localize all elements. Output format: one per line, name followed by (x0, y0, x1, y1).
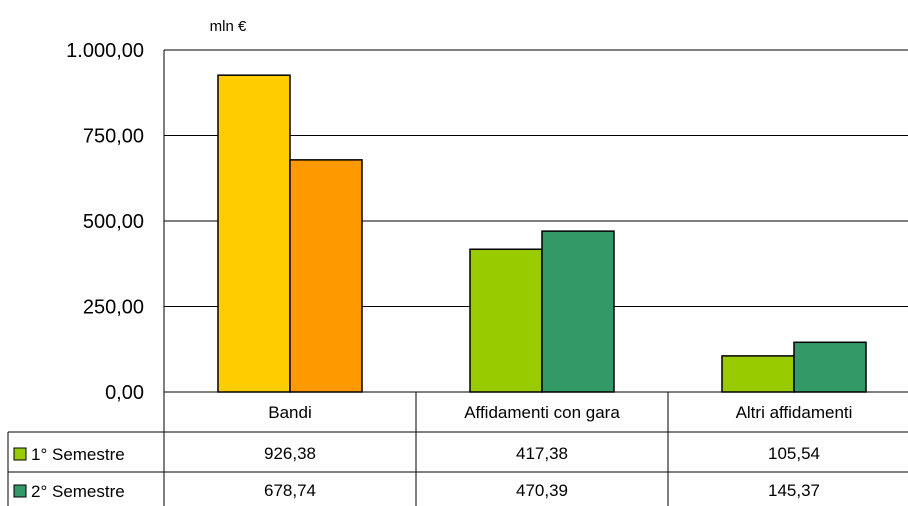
bar-2-1 (289, 159, 363, 393)
legend-swatch (13, 484, 27, 498)
bar-1-2 (469, 248, 543, 393)
data-label: 145,37 (768, 481, 820, 500)
y-tick-label: 750,00 (83, 126, 144, 148)
y-tick-label: 0,00 (105, 382, 144, 404)
category-label: Altri affidamenti (736, 403, 853, 422)
data-label: 470,39 (516, 481, 568, 500)
data-label: 678,74 (264, 481, 316, 500)
axes (163, 50, 908, 506)
category-label: Bandi (268, 403, 311, 422)
bar-2-3 (793, 341, 867, 393)
bar-1-3 (721, 355, 795, 393)
bars (217, 74, 867, 393)
unit-label: mln € (210, 18, 247, 35)
legend-label: 2° Semestre (31, 482, 125, 501)
bar-2-2 (541, 230, 615, 393)
legend-label: 1° Semestre (31, 445, 125, 464)
data-label: 105,54 (768, 444, 820, 463)
bar-1-1 (217, 74, 291, 393)
y-tick-label: 500,00 (83, 211, 144, 233)
y-tick-label: 250,00 (83, 297, 144, 319)
data-label: 417,38 (516, 444, 568, 463)
y-tick-label: 1.000,00 (66, 40, 144, 62)
y-tick-labels: 1.000,00 750,00 500,00 250,00 0,00 (66, 40, 144, 404)
data-label: 926,38 (264, 444, 316, 463)
legend-swatch (13, 447, 27, 461)
data-table: Bandi Affidamenti con gara Altri affidamen… (7, 392, 908, 506)
category-label: Affidamenti con gara (464, 403, 620, 422)
